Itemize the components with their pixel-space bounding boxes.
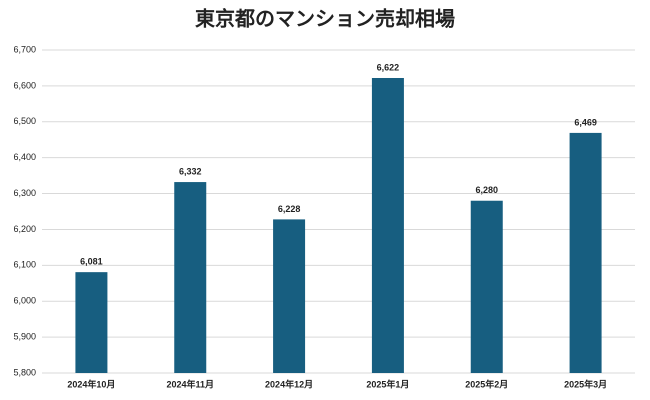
y-tick-label: 6,300 [13,188,36,198]
y-tick-label: 6,500 [13,116,36,126]
bar [174,182,207,373]
y-tick-label: 6,200 [13,224,36,234]
x-tick-label: 2025年3月 [564,378,607,389]
y-tick-label: 5,900 [13,331,36,341]
y-tick-label: 6,000 [13,296,36,306]
value-label: 6,469 [574,117,597,127]
y-tick-label: 6,400 [13,152,36,162]
chart-title: 東京都のマンション売却相場 [195,6,455,30]
x-tick-label: 2024年10月 [67,378,115,389]
bar [470,200,503,373]
value-label: 6,280 [475,185,498,195]
x-tick-label: 2025年1月 [366,378,409,389]
value-label: 6,081 [80,257,103,267]
y-tick-label: 6,100 [13,260,36,270]
value-label: 6,332 [179,166,202,176]
value-label: 6,228 [278,204,301,214]
x-tick-label: 2024年12月 [265,378,313,389]
bar [273,219,306,373]
bar [569,132,602,373]
y-tick-label: 6,700 [13,44,36,54]
bar [371,77,404,373]
y-tick-label: 6,600 [13,80,36,90]
value-label: 6,622 [377,62,400,72]
bar [75,272,108,373]
y-tick-label: 5,800 [13,367,36,377]
x-tick-label: 2024年11月 [166,378,214,389]
x-tick-label: 2025年2月 [465,378,508,389]
